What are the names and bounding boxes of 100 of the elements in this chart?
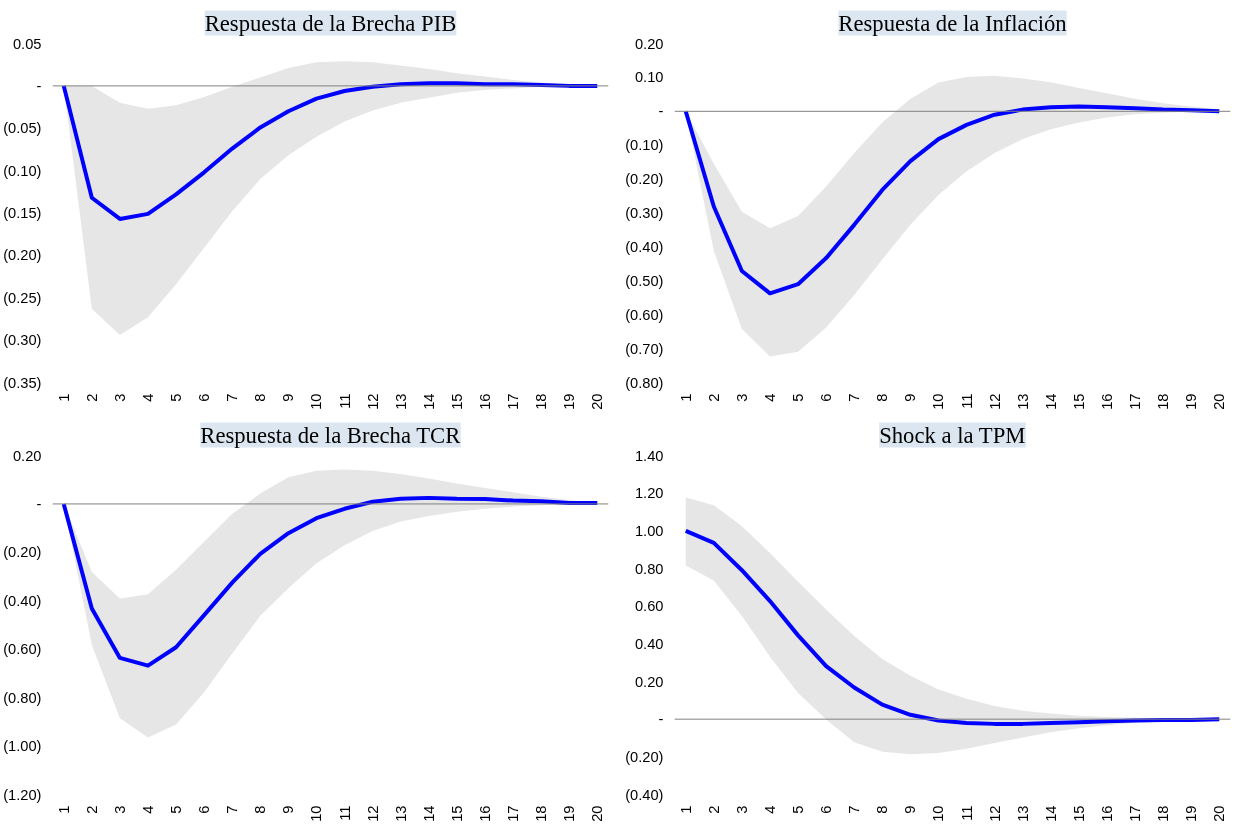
y-tick-label: 0.40 bbox=[634, 635, 664, 652]
y-tick-label: (0.80) bbox=[625, 374, 664, 391]
x-tick-label: 12 bbox=[986, 805, 1003, 822]
y-tick-label: (0.25) bbox=[3, 289, 42, 306]
x-tick-label: 7 bbox=[846, 805, 863, 814]
x-tick-label: 6 bbox=[818, 393, 835, 402]
y-tick-label: 1.20 bbox=[634, 485, 664, 502]
x-tick-label: 20 bbox=[589, 805, 606, 822]
x-tick-label: 3 bbox=[111, 393, 128, 402]
y-tick-label: (0.50) bbox=[625, 272, 664, 289]
y-tick-label: - bbox=[36, 77, 42, 94]
x-tick-label: 3 bbox=[733, 805, 750, 814]
x-tick-label: 13 bbox=[1014, 393, 1031, 410]
x-tick-label: 19 bbox=[1183, 805, 1200, 822]
y-tick-label: (0.60) bbox=[625, 306, 664, 323]
x-tick-label: 1 bbox=[677, 805, 694, 814]
y-tick-label: (0.20) bbox=[3, 544, 42, 561]
x-tick-label: 2 bbox=[83, 805, 100, 814]
x-tick-label: 19 bbox=[1183, 393, 1200, 410]
y-tick-label: 0.80 bbox=[634, 560, 664, 577]
x-tick-label: 8 bbox=[252, 805, 269, 814]
y-tick-label: (0.35) bbox=[3, 374, 42, 391]
x-tick-label: 14 bbox=[420, 393, 437, 410]
x-tick-label: 14 bbox=[420, 805, 437, 822]
x-tick-label: 4 bbox=[761, 805, 778, 814]
y-tick-label: (0.60) bbox=[3, 641, 42, 658]
x-tick-label: 1 bbox=[55, 805, 72, 814]
x-tick-label: 15 bbox=[1070, 393, 1087, 410]
x-tick-label: 12 bbox=[364, 393, 381, 410]
y-tick-label: (1.00) bbox=[3, 738, 42, 755]
y-tick-label: (0.20) bbox=[625, 171, 664, 188]
x-tick-label: 5 bbox=[790, 805, 807, 814]
y-tick-label: (1.20) bbox=[3, 786, 42, 803]
y-tick-label: - bbox=[658, 711, 664, 728]
y-tick-label: 0.20 bbox=[12, 447, 42, 464]
x-tick-label: 13 bbox=[392, 393, 409, 410]
x-tick-label: 9 bbox=[902, 805, 919, 814]
x-tick-label: 10 bbox=[930, 393, 947, 410]
x-tick-label: 19 bbox=[561, 393, 578, 410]
x-tick-label: 5 bbox=[168, 393, 185, 402]
x-tick-label: 10 bbox=[308, 393, 325, 410]
x-tick-label: 3 bbox=[111, 805, 128, 814]
x-tick-label: 11 bbox=[336, 805, 353, 821]
y-tick-label: (0.40) bbox=[3, 592, 42, 609]
y-tick-label: 0.20 bbox=[634, 673, 664, 690]
x-tick-label: 12 bbox=[364, 805, 381, 822]
x-tick-label: 4 bbox=[139, 393, 156, 402]
x-tick-label: 19 bbox=[561, 805, 578, 822]
x-tick-label: 20 bbox=[589, 393, 606, 410]
y-tick-label: - bbox=[36, 495, 42, 512]
x-tick-label: 18 bbox=[1155, 393, 1172, 410]
y-tick-label: (0.30) bbox=[625, 205, 664, 221]
x-tick-label: 16 bbox=[476, 393, 493, 410]
x-tick-label: 18 bbox=[1155, 805, 1172, 822]
x-tick-label: 6 bbox=[196, 805, 213, 814]
y-tick-label: 0.60 bbox=[634, 598, 664, 615]
y-tick-label: (0.80) bbox=[3, 689, 42, 706]
x-tick-label: 15 bbox=[448, 393, 465, 410]
x-tick-label: 13 bbox=[392, 805, 409, 822]
x-tick-label: 16 bbox=[1098, 805, 1115, 822]
chart-title: Respuesta de la Inflación bbox=[838, 10, 1067, 36]
y-tick-label: (0.20) bbox=[625, 748, 664, 765]
y-tick-label: 1.00 bbox=[634, 522, 664, 539]
x-tick-label: 15 bbox=[448, 805, 465, 822]
x-tick-label: 4 bbox=[139, 805, 156, 814]
x-tick-label: 14 bbox=[1042, 805, 1059, 822]
x-tick-label: 7 bbox=[224, 393, 241, 402]
x-tick-label: 10 bbox=[930, 805, 947, 822]
y-tick-label: - bbox=[658, 103, 664, 120]
x-tick-label: 8 bbox=[874, 393, 891, 402]
x-tick-label: 5 bbox=[168, 805, 185, 814]
y-tick-label: 0.10 bbox=[634, 69, 664, 86]
x-tick-label: 10 bbox=[308, 805, 325, 822]
chart-title: Respuesta de la Brecha TCR bbox=[200, 422, 462, 448]
x-tick-label: 1 bbox=[55, 393, 72, 402]
x-tick-label: 15 bbox=[1070, 805, 1087, 822]
x-tick-label: 16 bbox=[1098, 393, 1115, 410]
x-tick-label: 12 bbox=[986, 393, 1003, 410]
x-tick-label: 2 bbox=[705, 805, 722, 814]
x-tick-label: 11 bbox=[958, 805, 975, 821]
y-tick-label: (0.70) bbox=[625, 340, 664, 357]
x-tick-label: 3 bbox=[733, 393, 750, 402]
x-tick-label: 16 bbox=[476, 805, 493, 822]
chart-title: Respuesta de la Brecha PIB bbox=[204, 10, 457, 36]
x-tick-label: 17 bbox=[505, 805, 522, 822]
y-tick-label: (0.10) bbox=[625, 137, 664, 154]
x-tick-label: 6 bbox=[196, 393, 213, 402]
y-tick-label: (0.15) bbox=[3, 205, 42, 221]
y-tick-label: (0.30) bbox=[3, 332, 42, 349]
x-tick-label: 18 bbox=[533, 805, 550, 822]
x-tick-label: 8 bbox=[252, 393, 269, 402]
x-tick-label: 8 bbox=[874, 805, 891, 814]
x-tick-label: 18 bbox=[533, 393, 550, 410]
x-tick-label: 20 bbox=[1211, 805, 1228, 822]
y-tick-label: (0.05) bbox=[3, 120, 42, 137]
x-tick-label: 11 bbox=[336, 393, 353, 409]
x-tick-label: 1 bbox=[677, 393, 694, 402]
y-tick-label: 1.40 bbox=[634, 447, 664, 464]
y-tick-label: (0.40) bbox=[625, 786, 664, 803]
x-tick-label: 11 bbox=[958, 393, 975, 409]
